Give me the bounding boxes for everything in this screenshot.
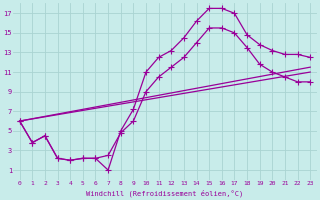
X-axis label: Windchill (Refroidissement éolien,°C): Windchill (Refroidissement éolien,°C) <box>86 189 244 197</box>
